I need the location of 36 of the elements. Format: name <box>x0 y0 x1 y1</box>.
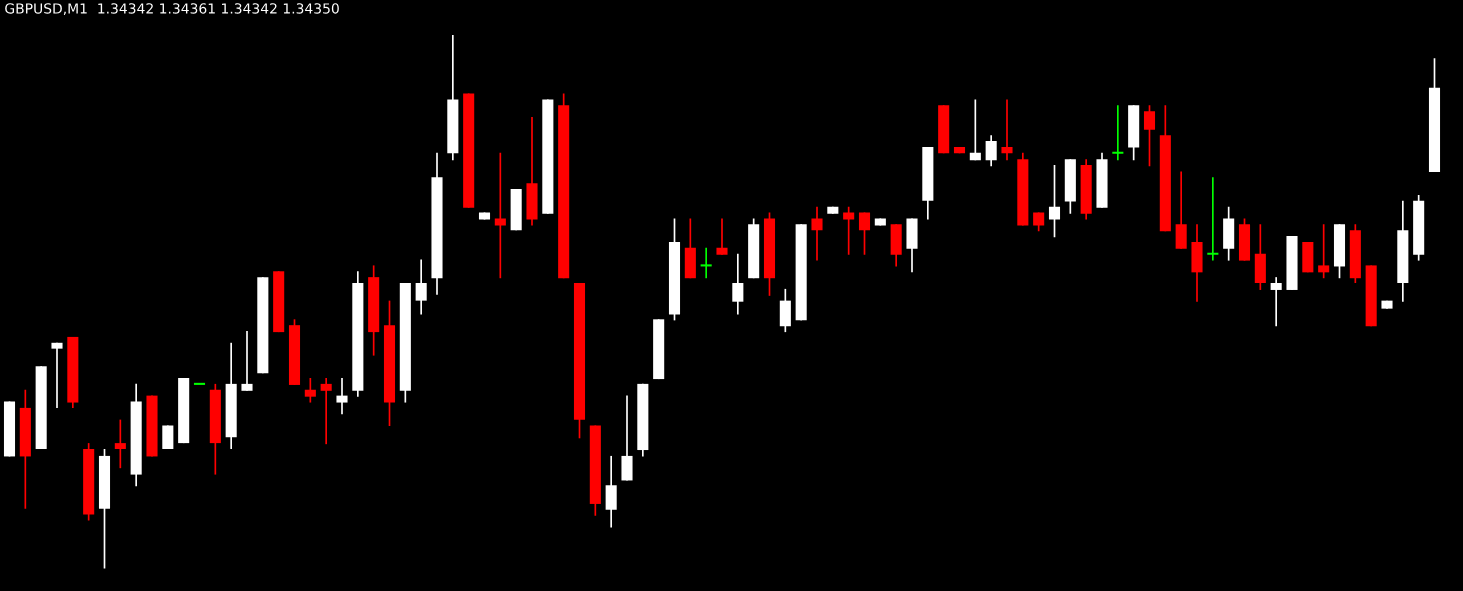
chart-title: GBPUSD,M1 1.34342 1.34361 1.34342 1.34350 <box>5 3 339 16</box>
candlestick <box>1286 235 1298 291</box>
candlestick <box>288 318 301 386</box>
candlestick <box>1349 223 1361 284</box>
candlestick <box>1111 104 1125 162</box>
candlestick <box>494 151 506 280</box>
candlestick <box>431 151 443 296</box>
candlestick <box>1206 176 1220 262</box>
candlestick <box>51 341 63 409</box>
candlestick <box>1381 299 1393 310</box>
candlestick <box>209 383 221 476</box>
candlestick <box>1333 223 1346 280</box>
candlestick <box>668 217 681 322</box>
candlestick <box>763 211 776 297</box>
candlestick <box>1048 164 1061 238</box>
candlestick <box>383 299 396 427</box>
candlestick <box>399 282 411 404</box>
candlestick <box>1143 104 1156 167</box>
candlestick <box>589 424 601 517</box>
candlestick <box>304 377 316 404</box>
candlestick <box>3 400 16 458</box>
candlestick <box>1428 57 1441 173</box>
candlestick <box>906 217 918 274</box>
candlestick <box>114 418 126 470</box>
candlestick <box>716 217 728 256</box>
candlestick <box>1064 158 1076 215</box>
candlestick <box>699 246 713 280</box>
candlestick <box>573 282 586 440</box>
candlestick <box>526 116 538 227</box>
candlestick <box>1159 104 1171 233</box>
candlestick <box>336 377 348 416</box>
candlestick <box>1238 217 1251 262</box>
candlestick <box>811 205 823 262</box>
candlestick <box>241 330 253 392</box>
candlestick <box>98 448 111 570</box>
candlestick <box>1096 151 1108 209</box>
